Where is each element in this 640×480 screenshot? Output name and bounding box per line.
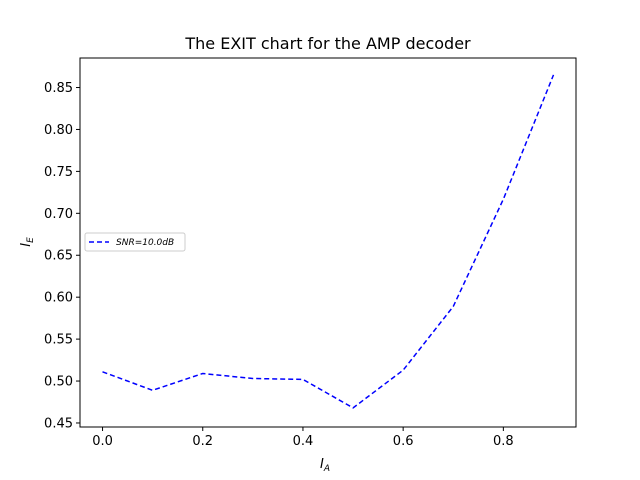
y-tick-label: 0.65 — [44, 249, 73, 264]
x-tick-label: 0.2 — [192, 434, 213, 449]
x-tick-label: 0.6 — [393, 434, 414, 449]
y-tick-label: 0.80 — [44, 123, 73, 138]
y-tick-label: 0.60 — [44, 291, 73, 306]
y-tick-label: 0.70 — [44, 207, 73, 222]
x-tick-label: 0.4 — [293, 434, 314, 449]
legend: SNR=10.0dB — [85, 233, 185, 251]
legend-entry-label: SNR=10.0dB — [116, 238, 174, 248]
y-tick-label: 0.50 — [44, 375, 73, 390]
chart-title: The EXIT chart for the AMP decoder — [184, 34, 471, 53]
y-tick-label: 0.45 — [44, 416, 73, 431]
y-tick-label: 0.55 — [44, 333, 73, 348]
y-tick-label: 0.75 — [44, 165, 73, 180]
x-tick-label: 0.8 — [493, 434, 514, 449]
y-tick-label: 0.85 — [44, 81, 73, 96]
x-tick-label: 0.0 — [92, 434, 113, 449]
